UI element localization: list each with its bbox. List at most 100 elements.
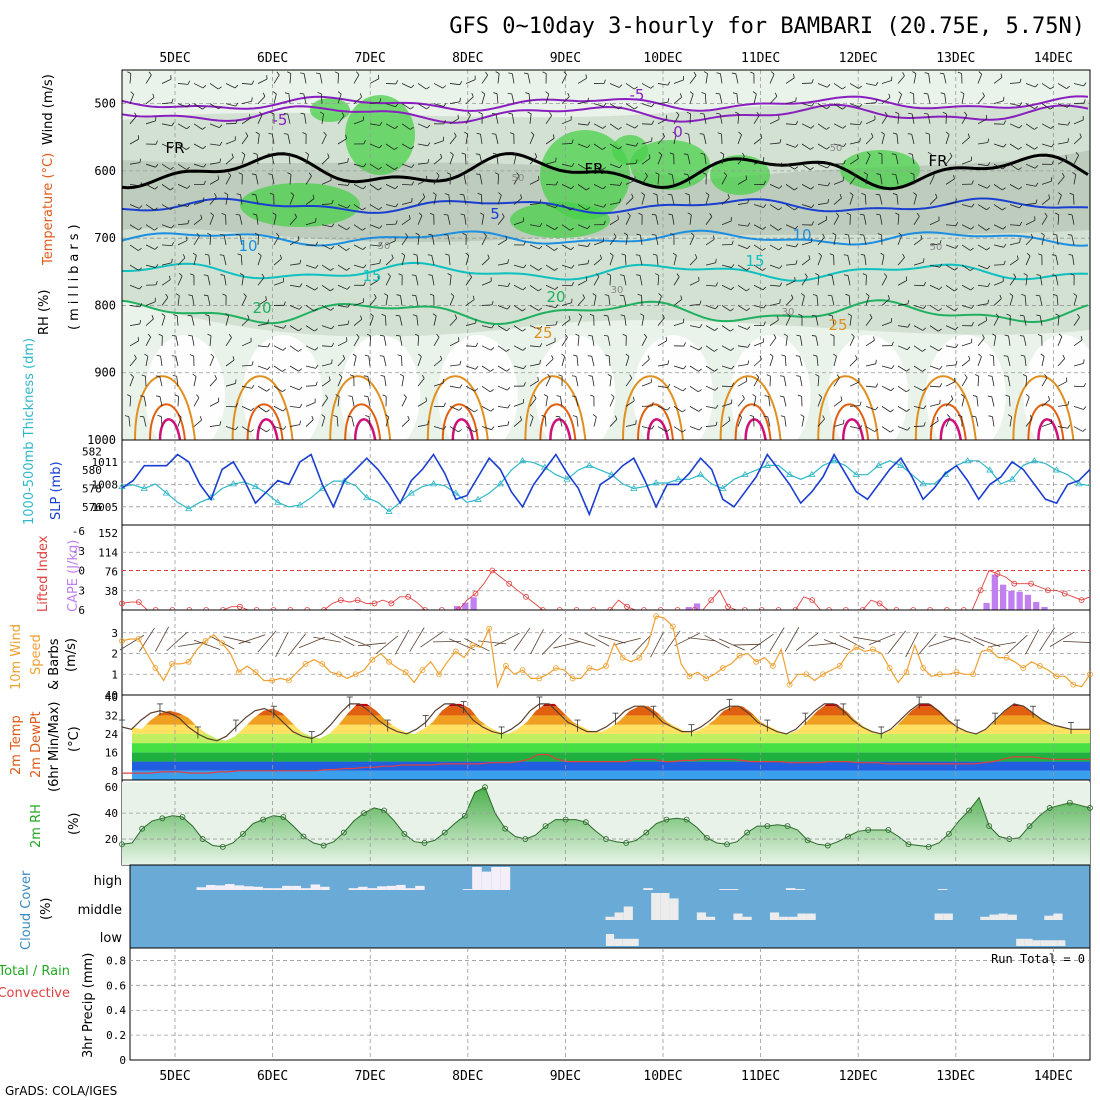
wind-barb bbox=[321, 397, 329, 407]
wind-barb-flag bbox=[667, 193, 672, 196]
wind-barb-flag bbox=[716, 72, 721, 74]
wind-barb-flag bbox=[299, 259, 302, 264]
wind-barb-flag bbox=[599, 254, 602, 259]
wind-barb-flag bbox=[187, 219, 190, 224]
wind-barb-flag bbox=[397, 354, 402, 357]
rh-series-point bbox=[945, 830, 952, 837]
wind-barb bbox=[673, 114, 680, 125]
wind-barb-flag bbox=[635, 159, 638, 164]
wind-barb bbox=[929, 403, 940, 407]
wind-barb-flag bbox=[648, 154, 651, 159]
wind-barb bbox=[1023, 315, 1027, 326]
wind-barb bbox=[497, 424, 508, 427]
wind-barb bbox=[913, 194, 917, 205]
wind-barb-flag bbox=[849, 192, 854, 196]
lifted-index-series-point bbox=[994, 570, 1001, 577]
wind-barb bbox=[177, 103, 188, 108]
rh-series-point bbox=[441, 829, 448, 836]
wind-barb-flag bbox=[333, 415, 338, 417]
wind-barb bbox=[305, 175, 312, 185]
thickness-series-point bbox=[229, 480, 237, 487]
cloud-bar-high bbox=[282, 885, 292, 890]
wind-barb bbox=[385, 204, 396, 208]
wind-barb bbox=[209, 424, 220, 427]
wind-barb bbox=[817, 202, 828, 205]
wind-barb-flag bbox=[827, 198, 830, 204]
wind-barb bbox=[625, 400, 635, 407]
rh-series-point bbox=[865, 827, 872, 833]
wind-barb bbox=[191, 315, 195, 326]
wind-barb bbox=[337, 284, 348, 290]
wind-barb bbox=[193, 419, 202, 427]
wind-barb bbox=[241, 275, 244, 286]
wind-barb bbox=[337, 324, 348, 327]
wind-barb bbox=[881, 321, 892, 327]
wind-barb-flag bbox=[127, 71, 132, 74]
wind-barb-flag bbox=[629, 374, 633, 379]
wind-barb bbox=[1057, 404, 1068, 407]
wind-barb-flag bbox=[662, 314, 665, 319]
wind-barb-flag bbox=[443, 234, 448, 236]
wind-barb-flag bbox=[627, 212, 631, 217]
wind-barb bbox=[673, 385, 683, 392]
wind-barb bbox=[673, 406, 683, 413]
cloud-bar-high bbox=[937, 889, 948, 890]
wind-barb-flag bbox=[651, 234, 656, 236]
bottom-date-label: 9DEC bbox=[550, 1069, 581, 1084]
wind-barb-flag bbox=[364, 354, 369, 357]
wind-barb bbox=[1039, 295, 1043, 306]
wind-barb-flag bbox=[337, 91, 342, 95]
wind-barb bbox=[609, 255, 614, 266]
wind-barb bbox=[593, 143, 603, 150]
wind-barb bbox=[225, 194, 229, 205]
wind-barb bbox=[721, 154, 725, 165]
wind-barb-flag bbox=[214, 193, 217, 198]
wind-barb bbox=[561, 204, 571, 211]
wind-barb-flag bbox=[586, 166, 590, 170]
wind-barb bbox=[479, 154, 483, 165]
wind-barb bbox=[465, 299, 475, 306]
wind-barb-flag bbox=[552, 134, 555, 139]
wind-barb bbox=[1009, 259, 1019, 266]
top-date-label: 6DEC bbox=[257, 51, 288, 66]
lifted-index-series-point bbox=[371, 600, 378, 607]
wind-barb bbox=[977, 142, 988, 145]
rh-area bbox=[119, 782, 1093, 865]
wind-barb bbox=[208, 255, 211, 266]
rh-series-point bbox=[824, 842, 831, 849]
wind-barb bbox=[1009, 163, 1019, 171]
wind-barb-flag bbox=[169, 275, 171, 280]
cloud-bar-high bbox=[244, 886, 254, 890]
wind-barb bbox=[385, 257, 394, 266]
wind-barb bbox=[993, 244, 1004, 248]
wind-barb-flag bbox=[186, 166, 190, 170]
cloud-bar-middle bbox=[706, 916, 716, 920]
wind-barb bbox=[433, 382, 444, 387]
wind-barb-flag bbox=[811, 204, 815, 208]
wind-barb bbox=[257, 345, 268, 348]
rh-series-point bbox=[845, 833, 851, 840]
wind-barb bbox=[1073, 174, 1077, 185]
wind-barb bbox=[369, 262, 380, 266]
wind-barb bbox=[305, 402, 316, 407]
wind-speed-series-point bbox=[169, 660, 175, 667]
thickness-series-point bbox=[1030, 457, 1039, 464]
top-date-axis: 5DEC 6DEC 7DEC 8DEC 9DEC 10DEC 11DEC 12DEC 13DEC… bbox=[159, 51, 1073, 66]
wind-barb bbox=[849, 426, 860, 430]
wind-barb bbox=[703, 134, 707, 145]
wind-barb bbox=[1008, 396, 1011, 407]
wind-barb bbox=[193, 103, 203, 110]
wind-barb bbox=[895, 154, 899, 165]
wind-barb-flag bbox=[891, 341, 894, 346]
wind-barb bbox=[561, 337, 568, 347]
wind-barb-flag bbox=[247, 314, 250, 319]
cloud-bar-high bbox=[377, 886, 387, 890]
cloud-bar-middle bbox=[1044, 915, 1054, 920]
wind-barb-flag bbox=[960, 394, 965, 397]
wind-barb-flag bbox=[985, 316, 988, 321]
thickness-series-point bbox=[1008, 475, 1016, 482]
wind-barb-flag bbox=[394, 185, 399, 190]
surface-barb bbox=[193, 639, 221, 650]
